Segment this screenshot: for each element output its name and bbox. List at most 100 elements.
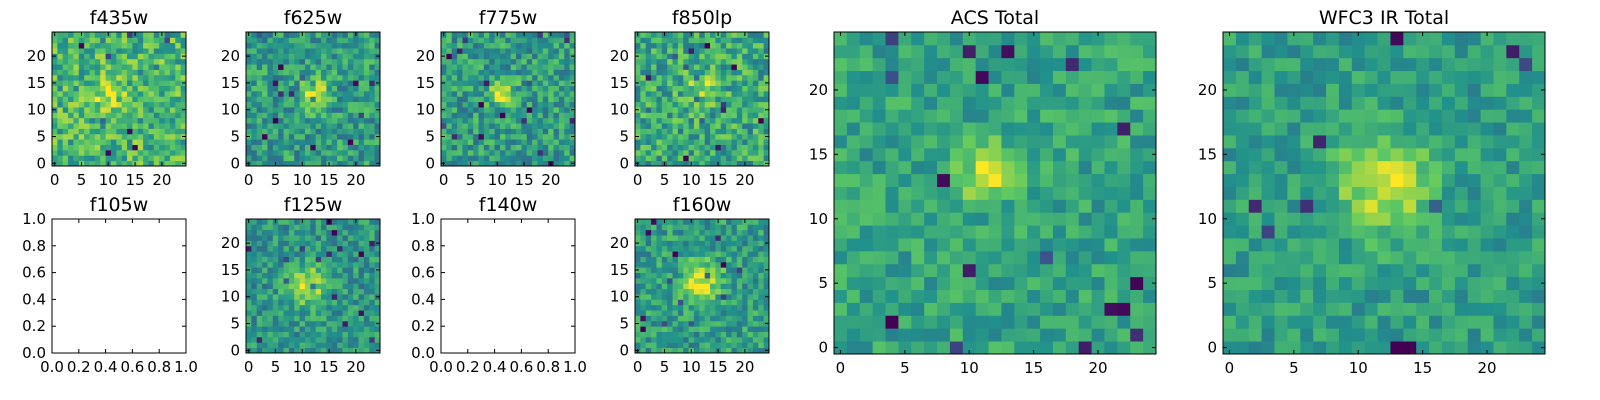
heatmap-cell	[483, 123, 490, 129]
heatmap-cell	[1117, 32, 1131, 46]
heatmap-cell	[763, 224, 770, 231]
heatmap-cell	[358, 117, 365, 124]
heatmap-cell	[331, 299, 338, 306]
heatmap-cell	[747, 272, 754, 279]
heatmap-cell	[478, 112, 485, 119]
heatmap-cell	[1001, 238, 1015, 252]
heatmap-cell	[110, 107, 117, 113]
heatmap-cell	[645, 96, 652, 103]
heatmap-cell	[656, 224, 663, 231]
heatmap-cell	[342, 326, 349, 332]
heatmap-cell	[288, 128, 295, 135]
heatmap-cell	[710, 139, 716, 145]
heatmap-cell	[763, 219, 770, 225]
heatmap-cell	[299, 128, 306, 135]
heatmap-cell	[1040, 122, 1054, 136]
heatmap-cell	[699, 149, 706, 156]
heatmap-cell	[321, 320, 327, 327]
heatmap-cell	[1313, 276, 1327, 290]
heatmap-cell	[457, 58, 463, 65]
heatmap-cell	[304, 42, 311, 49]
heatmap-cell	[898, 57, 912, 72]
heatmap-cell	[672, 299, 679, 306]
heatmap-cell	[505, 144, 512, 151]
heatmap-cell	[898, 315, 912, 329]
heatmap-cell	[1223, 302, 1237, 316]
heatmap-cell	[1351, 315, 1366, 329]
heatmap-cell	[283, 326, 290, 332]
heatmap-cell	[121, 123, 128, 129]
heatmap-cell	[736, 251, 743, 257]
heatmap-cell	[1001, 173, 1015, 187]
heatmap-cell	[267, 272, 274, 279]
heatmap-cell	[731, 74, 738, 81]
heatmap-cell	[710, 294, 716, 300]
heatmap-cell	[175, 80, 182, 86]
heatmap-cell	[693, 256, 700, 263]
heatmap-cell	[159, 48, 165, 54]
heatmap-cell	[537, 32, 544, 38]
heatmap-cell	[699, 69, 706, 76]
heatmap-cell	[374, 112, 381, 119]
heatmap-cell	[342, 37, 349, 44]
heatmap-cell	[353, 74, 359, 81]
heatmap-cell	[100, 32, 106, 38]
heatmap-cell	[1364, 289, 1378, 303]
heatmap-cell	[1274, 199, 1288, 213]
heatmap-cell	[516, 160, 522, 167]
heatmap-cell	[1052, 135, 1067, 149]
heatmap-cell	[342, 149, 349, 156]
heatmap-cell	[288, 320, 295, 327]
heatmap-cell	[645, 277, 652, 284]
heatmap-cell	[975, 263, 989, 278]
heatmap-cell	[288, 32, 295, 38]
heatmap-cell	[715, 245, 722, 252]
heatmap-cell	[704, 80, 711, 86]
heatmap-cell	[256, 347, 263, 354]
heatmap-cell	[251, 224, 258, 231]
heatmap-cell	[288, 155, 295, 162]
heatmap-cell	[294, 101, 300, 108]
heatmap-cell	[262, 283, 268, 290]
heatmap-cell	[94, 128, 101, 135]
heatmap-cell	[331, 331, 338, 338]
heatmap-cell	[326, 304, 333, 311]
heatmap-cell	[962, 289, 977, 303]
heatmap-cell	[1248, 315, 1263, 329]
heatmap-cell	[683, 32, 689, 38]
heatmap-cell	[834, 122, 848, 136]
y-tick-label: 10	[809, 210, 828, 228]
heatmap-cell	[278, 272, 284, 279]
heatmap-cell	[462, 74, 469, 81]
heatmap-cell	[537, 74, 544, 81]
heatmap-cell	[736, 331, 743, 338]
heatmap-cell	[1104, 238, 1118, 252]
heatmap-cell	[169, 48, 176, 54]
heatmap-cell	[374, 326, 381, 332]
heatmap-cell	[256, 315, 263, 322]
heatmap-cell	[1403, 225, 1417, 239]
heatmap-cell	[661, 320, 668, 327]
heatmap-cell	[84, 149, 90, 156]
heatmap-cell	[148, 64, 155, 70]
heatmap-cell	[736, 272, 743, 279]
heatmap-cell	[483, 155, 490, 162]
heatmap-cell	[704, 96, 711, 103]
heatmap-cell	[278, 42, 284, 49]
heatmap-cell	[304, 128, 311, 135]
heatmap-cell	[246, 48, 252, 54]
heatmap-cell	[246, 117, 252, 124]
heatmap-cell	[975, 341, 989, 355]
heatmap-cell	[521, 85, 528, 92]
heatmap-cell	[1104, 147, 1118, 162]
heatmap-cell	[105, 96, 112, 103]
heatmap-cell	[321, 80, 327, 86]
heatmap-cell	[758, 229, 765, 236]
heatmap-cell	[137, 90, 144, 97]
heatmap-cell	[299, 299, 306, 306]
heatmap-cell	[699, 90, 706, 97]
heatmap-cell	[752, 74, 759, 81]
heatmap-cell	[667, 288, 673, 295]
heatmap-cell	[462, 155, 469, 162]
